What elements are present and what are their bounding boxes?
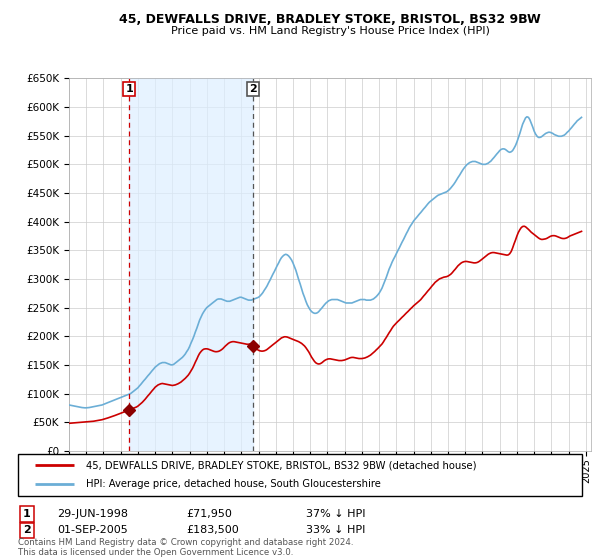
Bar [129,78,253,451]
FancyBboxPatch shape [18,454,582,496]
Text: 1: 1 [23,509,31,519]
Text: 01-SEP-2005: 01-SEP-2005 [57,525,128,535]
Text: 2: 2 [23,525,31,535]
Text: Price paid vs. HM Land Registry's House Price Index (HPI): Price paid vs. HM Land Registry's House … [170,26,490,36]
Text: HPI: Average price, detached house, South Gloucestershire: HPI: Average price, detached house, Sout… [86,479,380,489]
Text: £71,950: £71,950 [186,509,232,519]
Text: Contains HM Land Registry data © Crown copyright and database right 2024.
This d: Contains HM Land Registry data © Crown c… [18,538,353,557]
Text: 2: 2 [249,84,257,94]
Text: 37% ↓ HPI: 37% ↓ HPI [306,509,365,519]
Text: 29-JUN-1998: 29-JUN-1998 [57,509,128,519]
Text: 45, DEWFALLS DRIVE, BRADLEY STOKE, BRISTOL, BS32 9BW (detached house): 45, DEWFALLS DRIVE, BRADLEY STOKE, BRIST… [86,460,476,470]
Text: 33% ↓ HPI: 33% ↓ HPI [306,525,365,535]
Text: 45, DEWFALLS DRIVE, BRADLEY STOKE, BRISTOL, BS32 9BW: 45, DEWFALLS DRIVE, BRADLEY STOKE, BRIST… [119,13,541,26]
Text: £183,500: £183,500 [186,525,239,535]
Text: 1: 1 [125,84,133,94]
